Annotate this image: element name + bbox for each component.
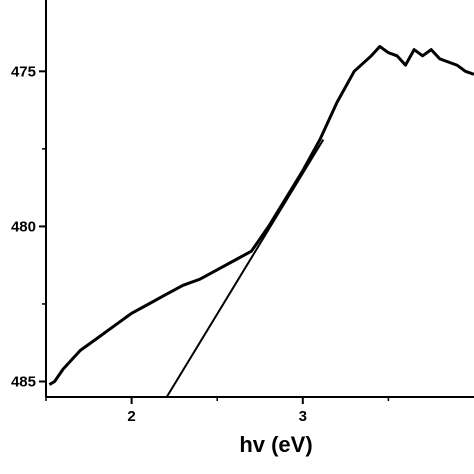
tangent-line — [165, 139, 325, 397]
y-tick-label: 475 — [11, 63, 36, 80]
y-tick-label: 480 — [11, 218, 36, 235]
ticks-layer: 2 3 475 480 485 — [11, 63, 390, 425]
curves-layer — [48, 45, 474, 397]
x-tick-label: 2 — [127, 408, 135, 425]
x-axis-title: hv (eV) — [239, 432, 312, 457]
x-tick-label: 3 — [299, 408, 307, 425]
y-tick-label: 485 — [11, 373, 36, 390]
data-curve — [48, 45, 474, 386]
